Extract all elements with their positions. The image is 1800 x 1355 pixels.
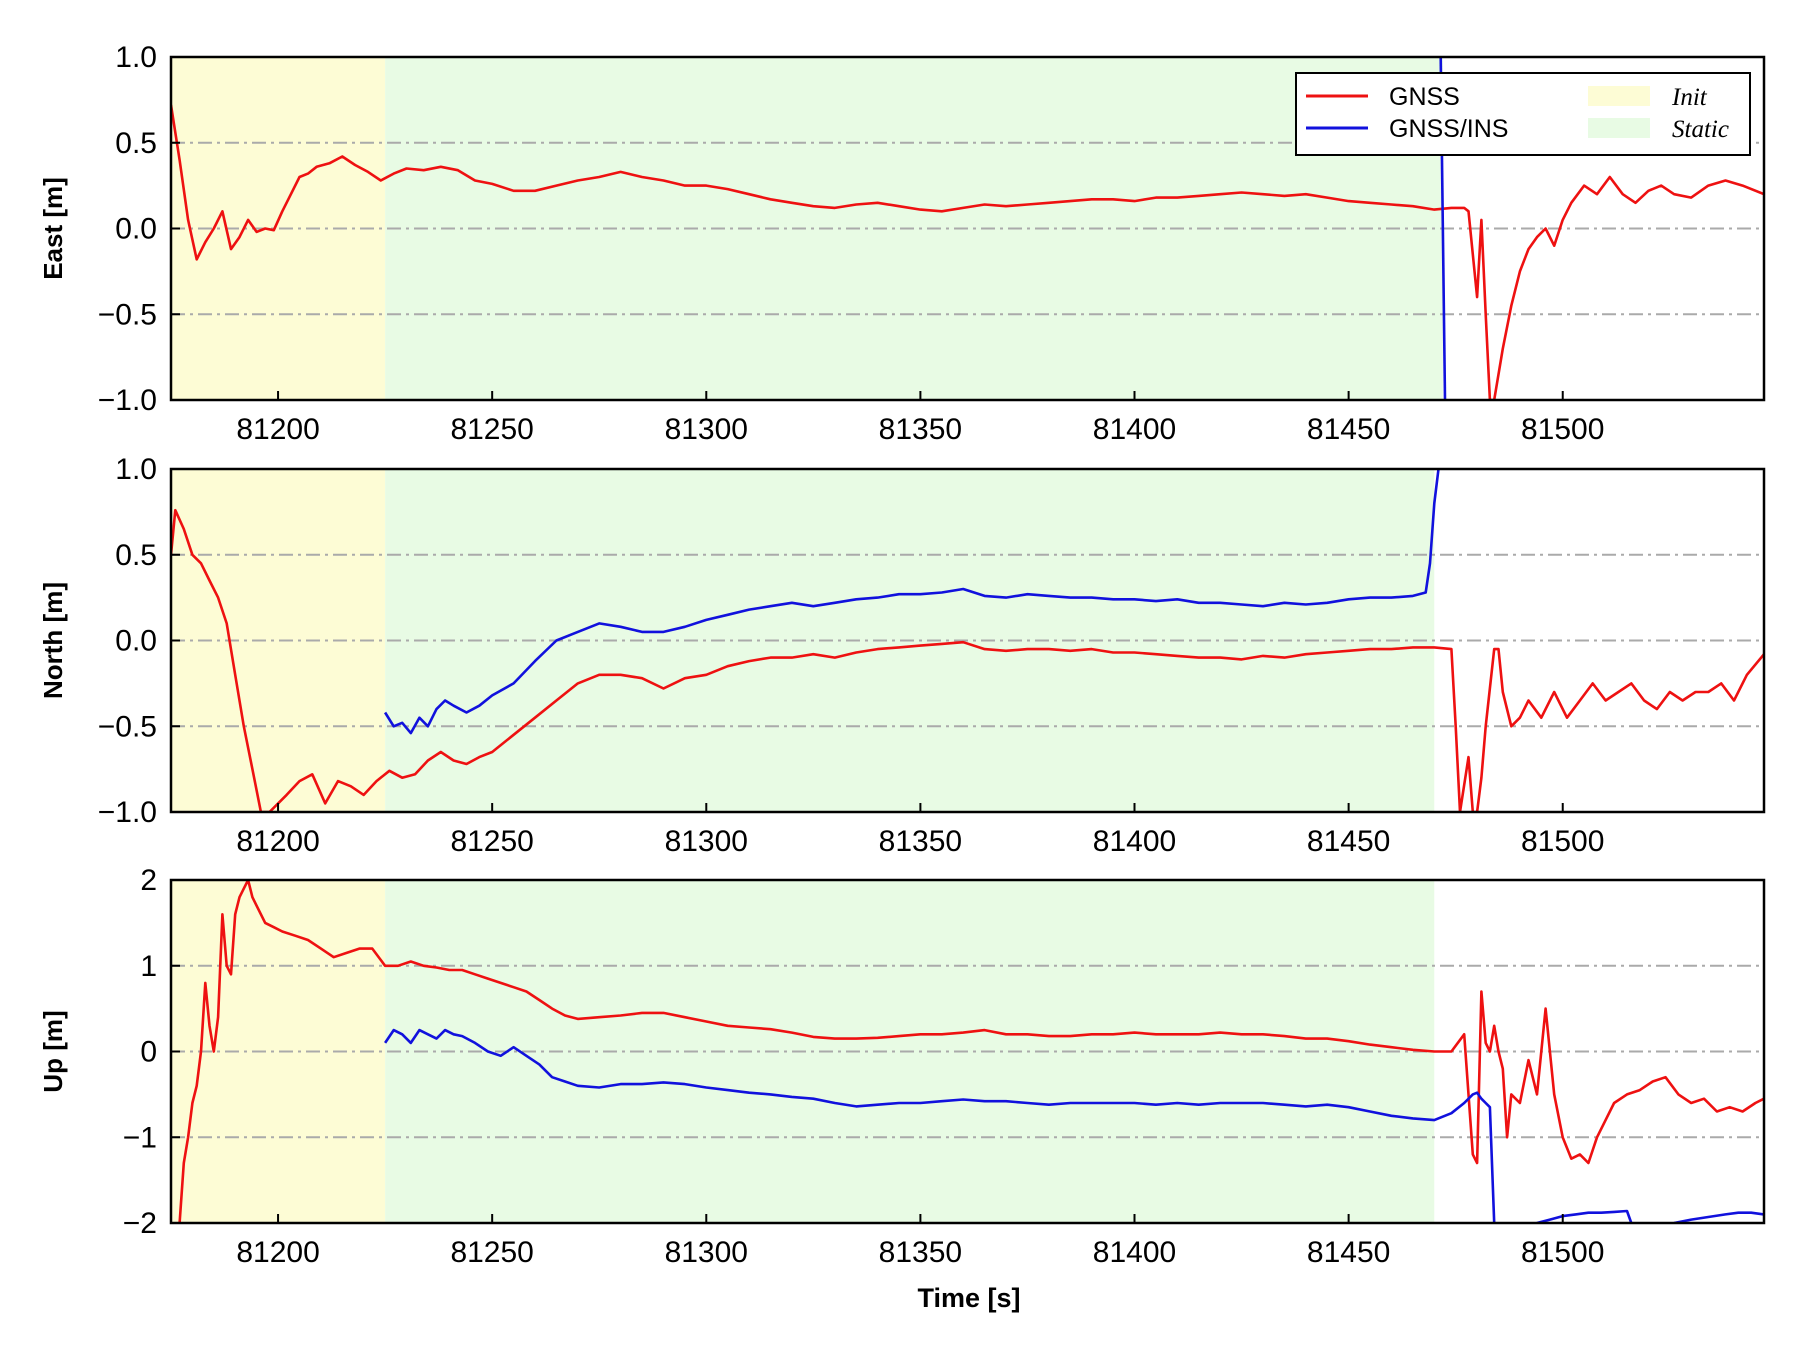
x-tick-label: 81450 [1307, 825, 1390, 858]
legend-patch-swatch [1588, 86, 1650, 106]
x-tick-label: 81350 [879, 1236, 962, 1269]
y-tick-label: −2 [123, 1207, 157, 1240]
x-tick-label: 81450 [1307, 413, 1390, 446]
x-tick-label: 81400 [1093, 825, 1176, 858]
y-tick-label: −1 [123, 1121, 157, 1154]
y-axis-label: Up [m] [38, 1010, 68, 1092]
x-tick-label: 81400 [1093, 1236, 1176, 1269]
y-tick-label: 0.5 [115, 539, 157, 572]
x-tick-label: 81250 [450, 413, 533, 446]
panel-1: 1.0 0.5 0.0 −0.5 −1.0 81200 81250 81300 81350 814… [38, 41, 1766, 446]
y-tick-label: −1.0 [98, 796, 157, 829]
series-line-gnss-ins [384, 1028, 1496, 1223]
x-tick-label: 81300 [665, 825, 748, 858]
x-tick-label: 81350 [879, 825, 962, 858]
y-axis-label: East [m] [38, 177, 68, 280]
y-tick-label: 0.0 [115, 213, 157, 246]
legend-label: GNSS/INS [1389, 115, 1508, 143]
x-tick-label: 81200 [236, 413, 319, 446]
y-tick-label: −0.5 [98, 710, 157, 743]
legend: GNSS GNSS/INS Init Static [1295, 72, 1751, 156]
x-tick-label: 81300 [665, 413, 748, 446]
series-group [178, 880, 1764, 1223]
x-tick-label: 81400 [1093, 413, 1176, 446]
legend-patch-swatch [1588, 118, 1650, 138]
series-line-gnss-ins [383, 469, 1440, 735]
series-line-gnss [178, 880, 1764, 1223]
series-line-gnss-ins [1673, 1211, 1764, 1223]
y-tick-label: 2 [140, 864, 157, 897]
y-tick-label: 0.5 [115, 127, 157, 160]
x-tick-label: 81300 [665, 1236, 748, 1269]
y-tick-label: −1.0 [98, 384, 157, 417]
legend-label: Init [1671, 84, 1708, 111]
legend-label: Static [1672, 116, 1729, 143]
x-tick-label: 81250 [450, 1236, 533, 1269]
y-tick-label: 1.0 [115, 41, 157, 74]
y-axis-label: North [m] [38, 582, 68, 699]
x-axis-label: Time [s] [917, 1283, 1020, 1313]
x-tick-label: 81500 [1521, 413, 1604, 446]
series-line-gnss [171, 104, 1764, 400]
y-tick-label: 0 [140, 1036, 157, 1069]
series-line-gnss-ins [1536, 1209, 1633, 1223]
legend-box [1295, 72, 1751, 156]
y-tick-label: −0.5 [98, 298, 157, 331]
series-line-gnss [171, 508, 1764, 812]
y-tick-label: 1.0 [115, 453, 157, 486]
y-tick-label: 0.0 [115, 625, 157, 658]
x-tick-label: 81250 [450, 825, 533, 858]
x-tick-label: 81350 [879, 413, 962, 446]
series-group [171, 469, 1764, 812]
x-tick-label: 81200 [236, 1236, 319, 1269]
x-tick-label: 81500 [1521, 825, 1604, 858]
panels: 1.0 0.5 0.0 −0.5 −1.0 81200 81250 81300 81350 814… [38, 41, 1766, 1269]
y-tick-label: 1 [140, 950, 157, 983]
x-tick-label: 81450 [1307, 1236, 1390, 1269]
x-tick-label: 81500 [1521, 1236, 1604, 1269]
panel-3: 2 1 0 −1 −2 81200 81250 81300 81350 81400 81450 815… [38, 864, 1766, 1269]
legend-label: GNSS [1389, 83, 1460, 111]
x-tick-label: 81200 [236, 825, 319, 858]
panel-2: 1.0 0.5 0.0 −0.5 −1.0 81200 81250 81300 81350 814… [38, 453, 1766, 858]
